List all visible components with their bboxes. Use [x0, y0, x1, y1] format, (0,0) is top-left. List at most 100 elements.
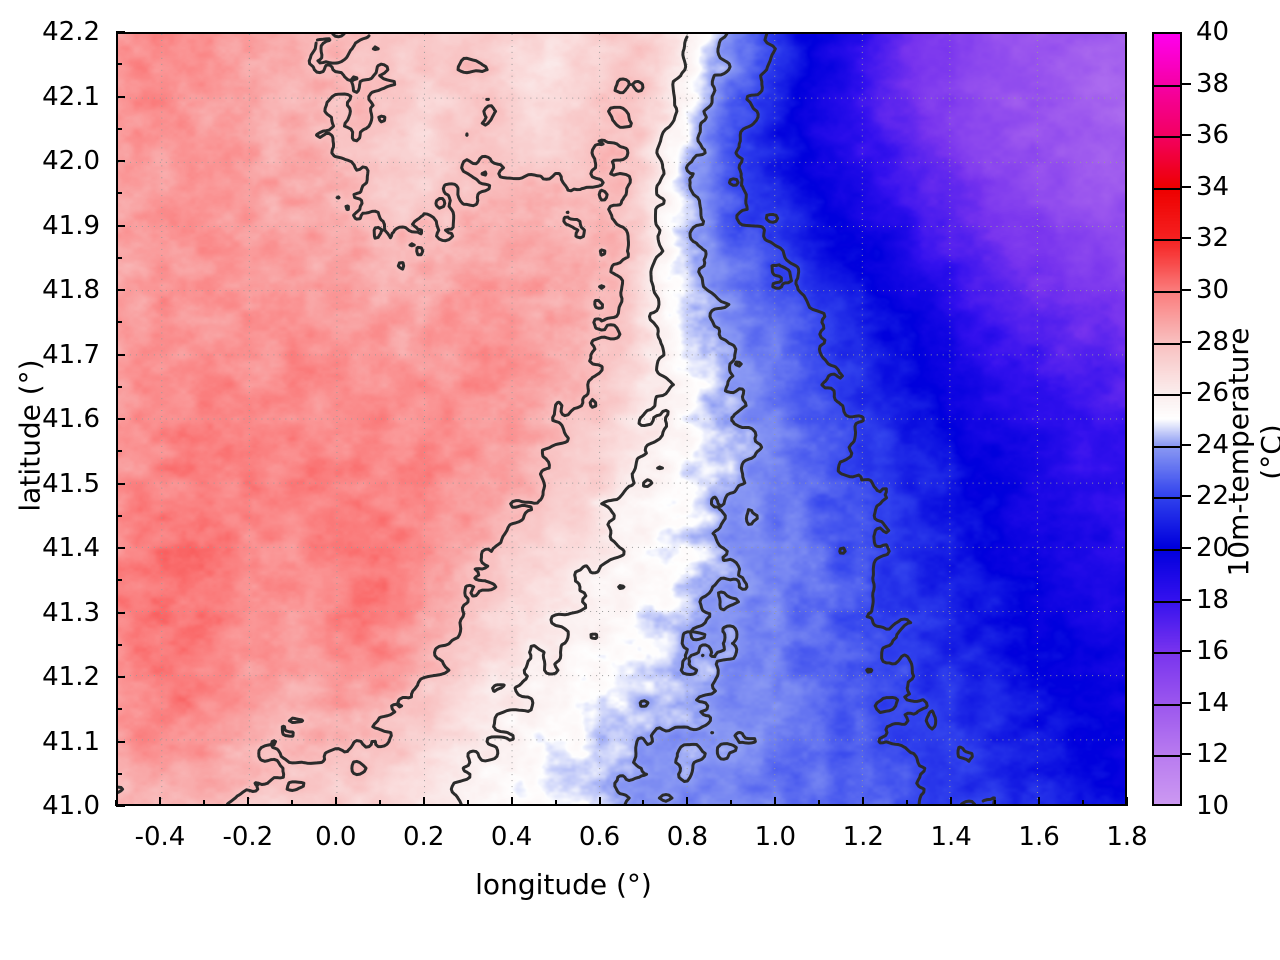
x-tick-label: 1.8	[1106, 822, 1148, 852]
y-minor-tick	[116, 514, 122, 517]
y-tick	[116, 805, 125, 807]
y-tick-label: 41.5	[42, 468, 100, 499]
x-tick	[862, 797, 865, 806]
y-tick	[116, 611, 125, 614]
map-plot-area[interactable]	[116, 32, 1127, 806]
colorbar-tick	[1182, 340, 1191, 343]
x-tick	[246, 797, 249, 806]
x-tick	[1038, 797, 1041, 806]
y-tick	[116, 418, 125, 420]
colorbar-tick-inner	[1154, 703, 1180, 706]
colorbar-tick	[1182, 547, 1191, 549]
x-tick	[598, 797, 601, 806]
x-tick-label: 1.0	[754, 822, 797, 852]
y-tick-label: 41.0	[42, 791, 100, 821]
colorbar-tick-label: 18	[1196, 584, 1230, 615]
colorbar-tick-inner	[1154, 445, 1180, 448]
y-tick-label: 41.8	[42, 275, 100, 305]
x-tick	[774, 797, 777, 806]
colorbar-tick-label: 26	[1196, 378, 1230, 409]
colorbar-tick	[1182, 443, 1191, 446]
y-tick-label: 42.2	[42, 17, 100, 47]
y-minor-tick	[116, 127, 122, 130]
x-tick-label: 1.6	[1018, 822, 1060, 852]
y-tick	[116, 160, 125, 162]
x-minor-tick	[115, 800, 117, 806]
y-tick-label: 41.3	[42, 597, 100, 628]
colorbar-tick-label: 12	[1196, 739, 1230, 770]
y-tick	[116, 547, 125, 549]
colorbar-tick-inner	[1154, 652, 1180, 655]
colorbar-tick-label: 28	[1196, 326, 1230, 357]
y-minor-tick	[116, 708, 122, 711]
colorbar-tick-inner	[1154, 342, 1180, 345]
y-tick	[116, 224, 125, 227]
colorbar-tick-inner	[1154, 84, 1180, 87]
colorbar-tick	[1182, 185, 1191, 188]
colorbar-tick-label: 14	[1196, 687, 1230, 718]
x-minor-tick	[202, 800, 205, 806]
y-minor-tick	[116, 772, 122, 775]
x-minor-tick	[554, 800, 557, 806]
x-tick-label: 0.0	[315, 822, 357, 852]
colorbar-tick-inner	[1154, 755, 1180, 758]
contour-lines	[118, 34, 996, 804]
x-minor-tick	[378, 800, 381, 806]
y-minor-tick	[116, 450, 122, 453]
colorbar-tick-inner	[1154, 136, 1180, 139]
colorbar-tick	[1182, 753, 1191, 756]
y-tick	[116, 31, 125, 33]
colorbar-tick-label: 30	[1196, 275, 1230, 305]
y-tick-label: 41.6	[42, 404, 100, 434]
x-minor-tick	[466, 800, 469, 806]
colorbar-tick-label: 20	[1196, 533, 1230, 563]
x-tick-label: 0.4	[490, 822, 533, 852]
y-tick-label: 41.1	[42, 726, 100, 757]
colorbar-gradient	[1154, 34, 1180, 804]
colorbar-tick-label: 38	[1196, 68, 1230, 99]
y-axis-title: latitude (°)	[13, 359, 47, 512]
gridlines	[118, 34, 1125, 804]
y-tick	[116, 676, 125, 678]
x-minor-tick	[818, 800, 821, 806]
x-tick	[510, 797, 513, 806]
colorbar-tick-label: 40	[1196, 17, 1230, 47]
x-tick	[158, 797, 161, 806]
colorbar-tick-label: 16	[1196, 636, 1230, 667]
y-minor-tick	[116, 385, 122, 388]
colorbar-tick-label: 36	[1196, 120, 1230, 151]
x-tick	[686, 797, 689, 806]
colorbar[interactable]	[1152, 32, 1182, 806]
x-tick-label: -0.2	[222, 822, 274, 852]
x-tick-label: 0.2	[403, 822, 445, 852]
x-minor-tick	[730, 800, 733, 806]
colorbar-tick-label: 32	[1196, 223, 1230, 254]
y-tick-label: 41.2	[42, 662, 100, 692]
x-minor-tick	[642, 800, 645, 806]
colorbar-tick	[1182, 495, 1191, 498]
y-tick-label: 41.7	[42, 339, 100, 370]
colorbar-tick	[1182, 289, 1191, 291]
colorbar-tick-label: 10	[1196, 791, 1230, 821]
y-tick-label: 42.1	[42, 81, 100, 112]
colorbar-tick	[1182, 237, 1191, 240]
y-tick	[116, 482, 125, 485]
colorbar-tick	[1182, 82, 1191, 85]
y-tick-label: 42.0	[42, 146, 100, 176]
colorbar-tick	[1182, 650, 1191, 653]
y-tick	[116, 289, 125, 291]
x-minor-tick	[1082, 800, 1085, 806]
y-minor-tick	[116, 192, 122, 195]
y-minor-tick	[116, 321, 122, 324]
x-minor-tick	[906, 800, 909, 806]
y-tick	[116, 740, 125, 743]
colorbar-tick	[1182, 701, 1191, 704]
y-minor-tick	[116, 579, 122, 582]
colorbar-tick	[1182, 392, 1191, 395]
colorbar-tick-label: 22	[1196, 481, 1230, 512]
x-axis-title: longitude (°)	[475, 868, 652, 901]
x-minor-tick	[290, 800, 293, 806]
colorbar-tick-inner	[1154, 394, 1180, 397]
x-tick	[422, 797, 425, 806]
